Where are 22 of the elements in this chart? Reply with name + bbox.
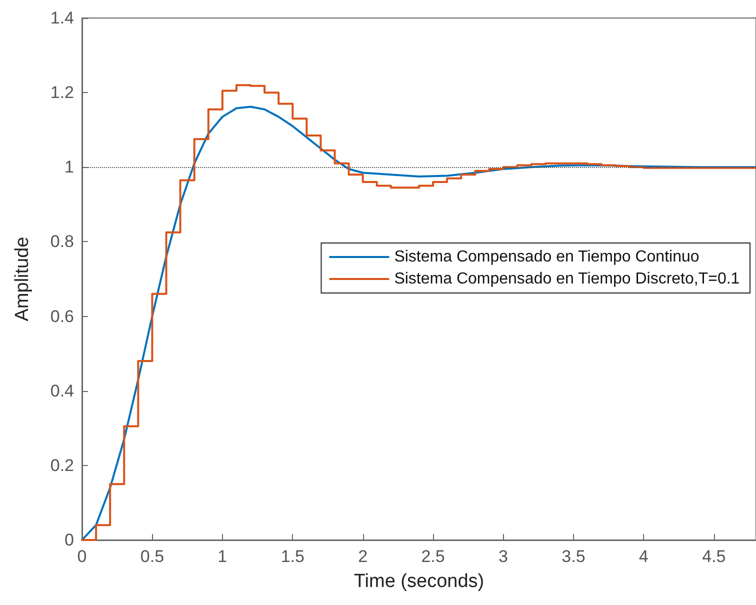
x-tick-label: 0 <box>77 547 87 566</box>
x-tick-label: 2 <box>358 547 368 566</box>
y-tick-label: 1 <box>64 158 74 177</box>
y-tick-label: 0.8 <box>50 232 74 252</box>
x-axis-title: Time (seconds) <box>354 571 484 592</box>
x-tick-label: 4.5 <box>702 547 726 566</box>
y-tick-label: 0.4 <box>50 381 74 400</box>
y-tick-label: 1.2 <box>50 83 74 102</box>
x-tick-label: 1.5 <box>280 547 304 566</box>
y-tick-label: 0.6 <box>50 306 74 326</box>
y-tick-label: 0.2 <box>50 456 74 475</box>
y-tick-label: 0 <box>64 530 74 550</box>
x-tick-label: 3 <box>498 547 508 566</box>
x-tick-label: 3.5 <box>562 547 586 566</box>
x-tick-label: 2.5 <box>421 547 445 566</box>
y-tick-label: 1.4 <box>50 8 74 28</box>
x-tick-label: 4 <box>638 547 648 566</box>
y-axis-title: Amplitude <box>12 236 33 322</box>
legend-label: Sistema Compensado en Tiempo Discreto,T=0.1 <box>394 270 740 288</box>
legend-label: Sistema Compensado en Tiempo Continuo <box>394 248 700 266</box>
x-tick-label: 0.5 <box>140 547 164 566</box>
x-tick-label: 1 <box>218 547 228 566</box>
